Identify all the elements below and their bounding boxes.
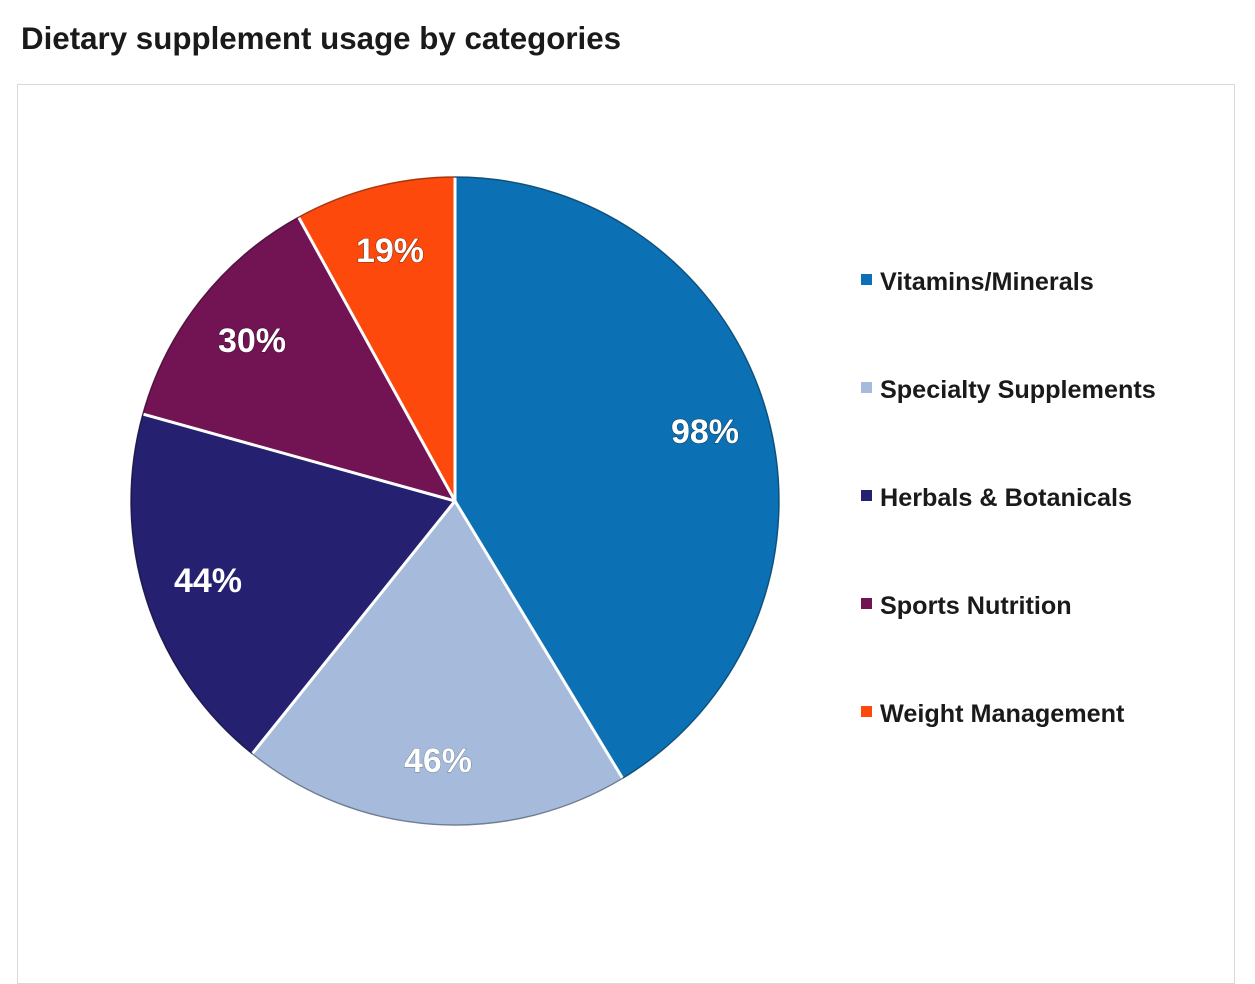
svg-text:30%: 30% (218, 322, 286, 360)
svg-text:46%: 46% (404, 742, 472, 780)
svg-text:19%: 19% (356, 232, 424, 270)
svg-text:44%: 44% (174, 562, 242, 600)
svg-text:98%: 98% (671, 413, 739, 451)
